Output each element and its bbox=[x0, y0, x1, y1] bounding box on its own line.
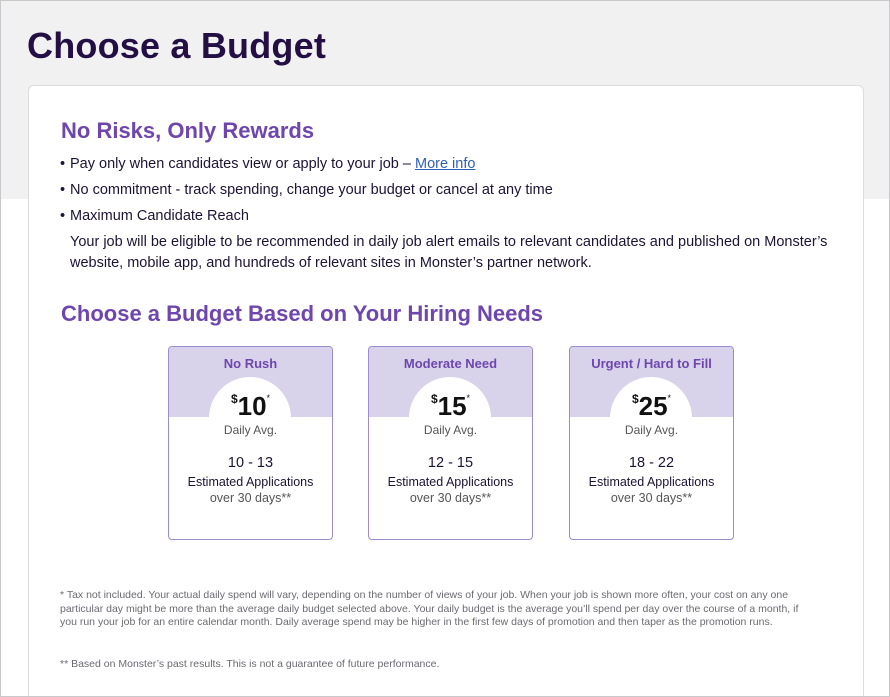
daily-avg-label: Daily Avg. bbox=[624, 423, 679, 437]
price-asterisk: * bbox=[466, 393, 471, 403]
applications-range: 12 - 15 bbox=[427, 455, 474, 471]
tier-price: $25* bbox=[570, 393, 733, 419]
price-asterisk: * bbox=[266, 393, 271, 403]
benefit-text: Maximum Candidate Reach bbox=[70, 208, 249, 224]
bullet-dot: • bbox=[60, 182, 66, 198]
benefit-no-commitment: • No commitment - track spending, change … bbox=[60, 182, 553, 198]
price-amount: 10 bbox=[237, 391, 267, 421]
estimate-label: Estimated Applications bbox=[588, 475, 715, 489]
price-circle bbox=[409, 377, 491, 459]
currency-symbol: $ bbox=[430, 392, 438, 406]
applications-range: 10 - 13 bbox=[227, 455, 274, 471]
benefit-pay-per-view: • Pay only when candidates view or apply … bbox=[60, 156, 475, 172]
price-circle bbox=[209, 377, 291, 459]
tier-name: No Rush bbox=[223, 356, 278, 371]
currency-symbol: $ bbox=[230, 392, 238, 406]
tier-urgent[interactable]: Urgent / Hard to Fill $25* Daily Avg. 18… bbox=[569, 346, 734, 540]
tier-price: $10* bbox=[169, 393, 332, 419]
bullet-dot: • bbox=[60, 156, 66, 172]
tax-footnote: * Tax not included. Your actual daily sp… bbox=[60, 589, 799, 628]
price-amount: 15 bbox=[437, 391, 467, 421]
price-amount: 25 bbox=[638, 391, 668, 421]
tier-name: Urgent / Hard to Fill bbox=[591, 356, 712, 371]
price-asterisk: * bbox=[667, 393, 672, 403]
tier-price: $15* bbox=[369, 393, 532, 419]
benefit-text: Pay only when candidates view or apply t… bbox=[70, 156, 415, 172]
more-info-link[interactable]: More info bbox=[414, 156, 476, 172]
period-label: over 30 days** bbox=[610, 491, 693, 505]
tier-moderate-need[interactable]: Moderate Need $15* Daily Avg. 12 - 15 Es… bbox=[368, 346, 533, 540]
applications-range: 18 - 22 bbox=[628, 455, 675, 471]
estimate-label: Estimated Applications bbox=[187, 475, 314, 489]
period-label: over 30 days** bbox=[409, 491, 492, 505]
price-circle bbox=[610, 377, 692, 459]
period-label: over 30 days** bbox=[209, 491, 292, 505]
estimate-label: Estimated Applications bbox=[387, 475, 514, 489]
daily-avg-label: Daily Avg. bbox=[423, 423, 478, 437]
tier-no-rush[interactable]: No Rush $10* Daily Avg. 10 - 13 Estimate… bbox=[168, 346, 333, 540]
benefit-candidate-reach: • Maximum Candidate Reach bbox=[60, 208, 249, 224]
benefit-text: No commitment - track spending, change y… bbox=[70, 182, 553, 198]
page-title: Choose a Budget bbox=[27, 25, 327, 66]
budget-section-title: Choose a Budget Based on Your Hiring Nee… bbox=[61, 301, 544, 326]
intro-title: No Risks, Only Rewards bbox=[61, 118, 315, 143]
daily-avg-label: Daily Avg. bbox=[223, 423, 278, 437]
results-footnote: ** Based on Monster’s past results. This… bbox=[60, 658, 440, 670]
bullet-dot: • bbox=[60, 208, 66, 224]
reach-description: Your job will be eligible to be recommen… bbox=[70, 234, 828, 271]
tier-name: Moderate Need bbox=[403, 356, 498, 371]
budget-card: No Risks, Only Rewards • Pay only when ca… bbox=[28, 85, 864, 696]
currency-symbol: $ bbox=[631, 392, 639, 406]
